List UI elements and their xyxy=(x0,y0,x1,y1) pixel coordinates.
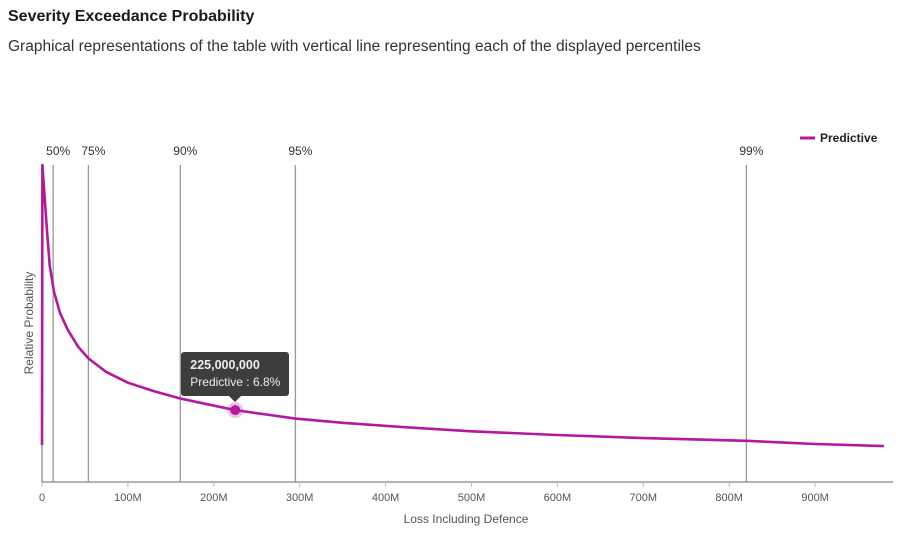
tooltip-value: 225,000,000 xyxy=(190,358,260,373)
percentile-lines: 50% 75% 90% 95% 99% xyxy=(46,144,764,482)
x-tick-label: 400M xyxy=(372,492,400,504)
x-axis-label: Loss Including Defence xyxy=(404,512,529,526)
tooltip-series: Predictive : 6.8% xyxy=(190,375,281,390)
x-tick-label: 800M xyxy=(715,492,743,504)
percentile-label: 95% xyxy=(288,144,312,158)
x-tick-label: 100M xyxy=(114,492,142,504)
page-title: Severity Exceedance Probability xyxy=(8,8,255,25)
x-tick-label: 900M xyxy=(801,492,829,504)
x-tick-label: 600M xyxy=(544,492,572,504)
series-layer xyxy=(40,163,884,448)
x-tick-label: 0 xyxy=(39,492,45,504)
tooltip: 225,000,000 Predictive : 6.8% xyxy=(181,352,290,403)
x-tick-label: 500M xyxy=(458,492,486,504)
x-ticks: 0 100M 200M 300M 400M 500M 600M 700M 800M 900M xyxy=(39,482,829,504)
legend-label: Predictive xyxy=(820,131,878,145)
x-tick-label: 200M xyxy=(200,492,228,504)
x-tick-label: 700M xyxy=(630,492,658,504)
percentile-label: 50% xyxy=(46,144,70,158)
percentile-label: 75% xyxy=(81,144,105,158)
legend[interactable]: Predictive xyxy=(800,131,878,145)
y-axis-label: Relative Probability xyxy=(22,272,36,375)
page-subtitle: Graphical representations of the table w… xyxy=(8,38,701,55)
series-line-predictive xyxy=(40,163,884,448)
x-tick-label: 300M xyxy=(286,492,314,504)
percentile-label: 99% xyxy=(739,144,763,158)
hover-point xyxy=(230,405,241,416)
percentile-label: 90% xyxy=(173,144,197,158)
